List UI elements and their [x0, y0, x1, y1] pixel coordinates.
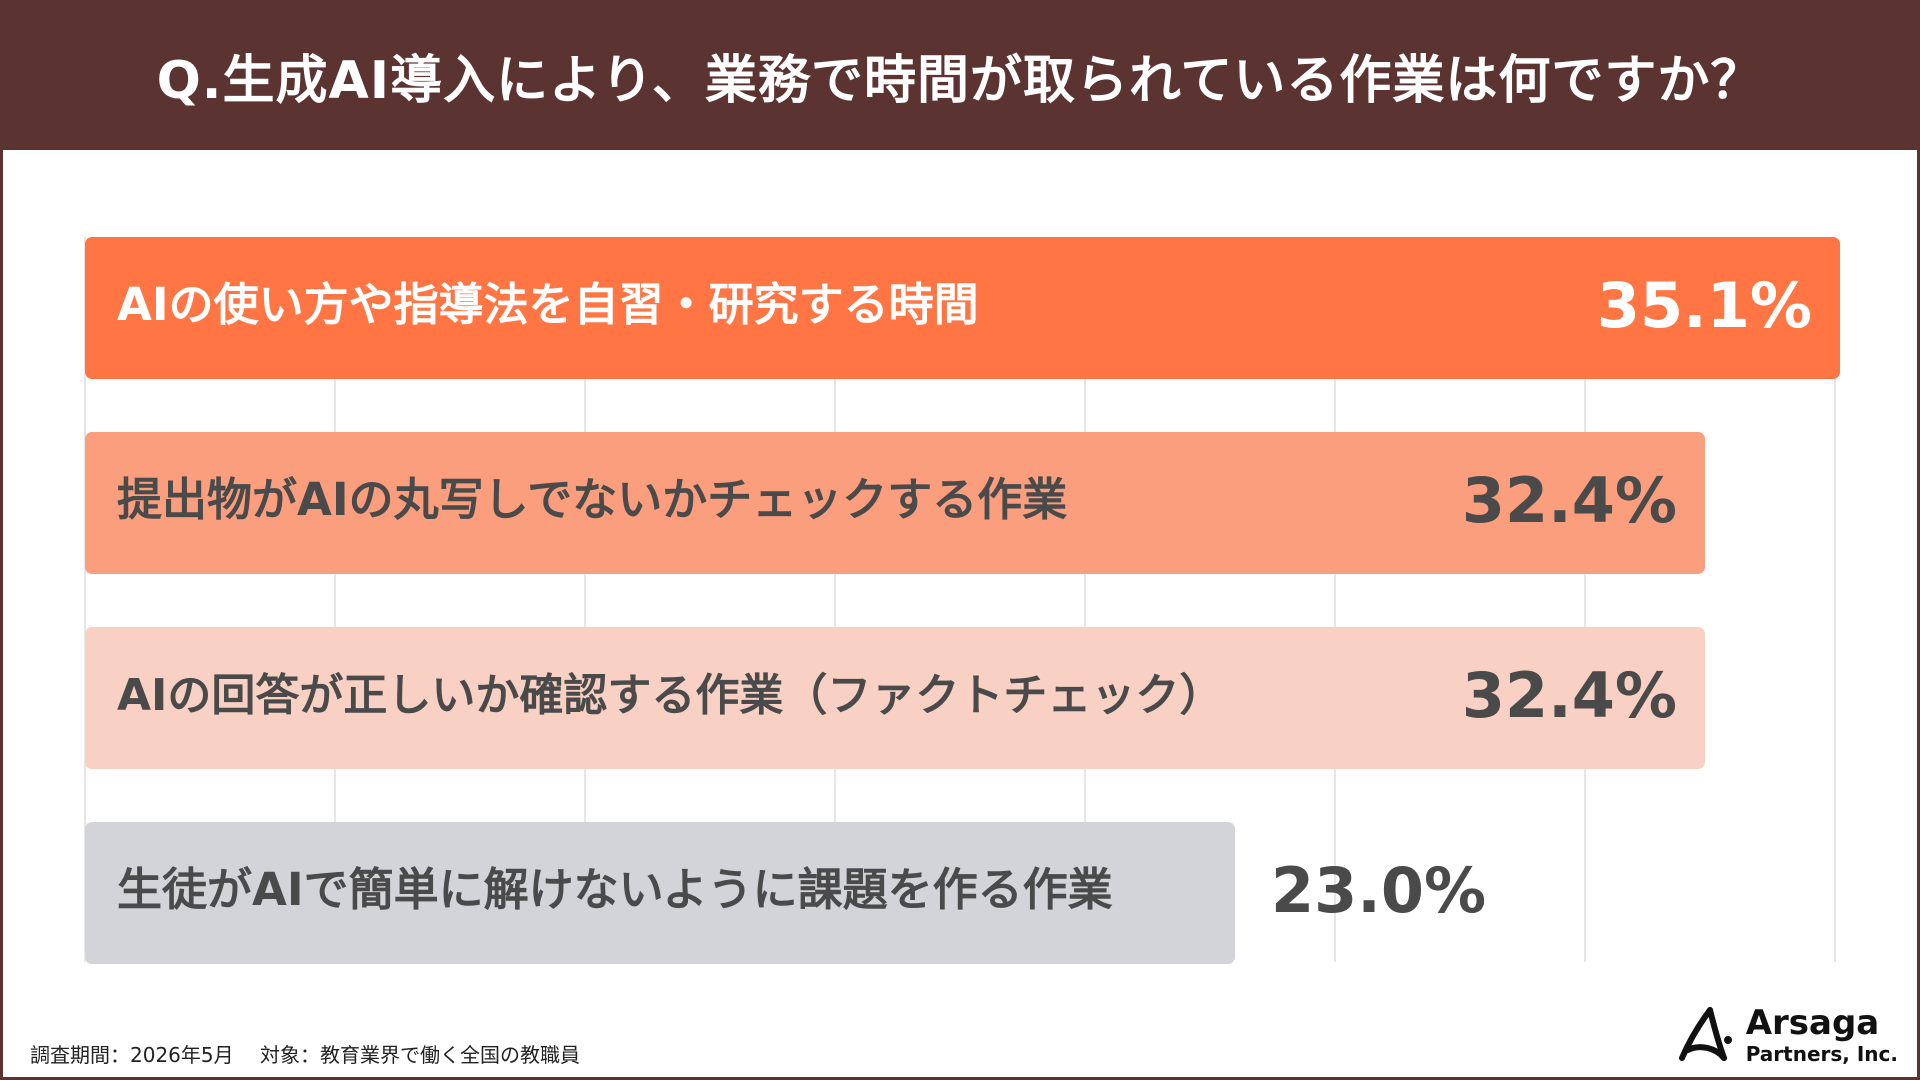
category-label: AIの使い方や指導法を自習・研究する時間 [117, 278, 979, 331]
bar-group: AIの使い方や指導法を自習・研究する時間 35.1% [85, 237, 1840, 379]
bar [85, 432, 1705, 574]
category-label: 提出物がAIの丸写しでないかチェックする作業 [117, 473, 1067, 526]
company-logo: Arsaga Partners, Inc. [1674, 1004, 1898, 1066]
value-label: 35.1% [1597, 269, 1812, 342]
bar [85, 822, 1235, 964]
arsaga-logo-icon [1678, 1007, 1732, 1061]
header-bar: Q.生成AI導入により、業務で時間が取られている作業は何ですか？ [0, 0, 1920, 150]
value-label: 23.0% [1271, 854, 1486, 927]
category-label: 生徒がAIで簡単に解けないように課題を作る作業 [117, 863, 1113, 916]
bar-group: 提出物がAIの丸写しでないかチェックする作業 32.4% [85, 432, 1705, 574]
bar [85, 627, 1705, 769]
logo-subtitle: Partners, Inc. [1745, 1042, 1898, 1066]
survey-note: 調査期間：2026年5月 対象：教育業界で働く全国の教職員 [30, 1043, 580, 1067]
question-title: Q.生成AI導入により、業務で時間が取られている作業は何ですか？ [156, 50, 1764, 111]
bar [85, 237, 1840, 379]
category-label: AIの回答が正しいか確認する作業（ファクトチェック） [117, 670, 1223, 721]
logo-name: Arsaga [1745, 1003, 1880, 1043]
value-label: 32.4% [1462, 659, 1677, 732]
bar-group: AIの回答が正しいか確認する作業（ファクトチェック） 32.4% [85, 627, 1705, 769]
bar-group: 生徒がAIで簡単に解けないように課題を作る作業 23.0% [85, 822, 1486, 964]
value-label: 32.4% [1462, 464, 1677, 537]
